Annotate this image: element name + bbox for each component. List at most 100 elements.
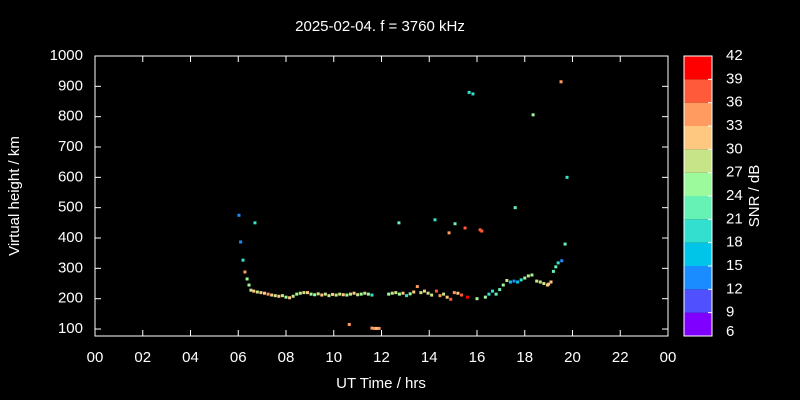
data-point — [401, 291, 405, 295]
data-point — [255, 290, 259, 294]
data-point — [280, 294, 284, 298]
data-point — [408, 292, 412, 296]
data-point — [535, 279, 539, 283]
data-point — [449, 297, 453, 301]
x-tick-label: 14 — [421, 349, 438, 366]
colorbar-tick-label: 6 — [726, 323, 734, 340]
data-point — [394, 291, 398, 295]
colorbar-block — [684, 196, 712, 220]
data-point — [554, 265, 558, 269]
data-point — [313, 293, 317, 297]
data-point — [551, 269, 555, 273]
colorbar-tick-label: 33 — [726, 117, 743, 134]
y-tick-label: 600 — [58, 168, 83, 185]
data-point — [519, 278, 523, 282]
colorbar-block — [684, 126, 712, 150]
y-tick-label: 500 — [58, 199, 83, 216]
data-point — [252, 289, 256, 293]
data-point — [363, 291, 367, 295]
data-point — [375, 326, 379, 330]
data-point — [412, 290, 416, 294]
x-tick-label: 06 — [230, 349, 247, 366]
colorbar-block — [684, 149, 712, 173]
data-point — [295, 292, 299, 296]
data-point — [348, 292, 352, 296]
data-point — [430, 293, 434, 297]
data-point — [356, 293, 360, 297]
data-point — [445, 295, 449, 299]
data-point — [475, 297, 479, 301]
data-point — [559, 80, 563, 84]
colorbar-tick-label: 42 — [726, 47, 743, 64]
colorbar-block — [684, 312, 712, 336]
data-point — [390, 291, 394, 295]
data-point — [405, 294, 409, 298]
data-point — [442, 292, 446, 296]
data-point — [467, 90, 471, 94]
data-point — [556, 261, 560, 265]
data-point — [370, 326, 374, 330]
data-point — [494, 292, 498, 296]
data-point — [538, 280, 542, 284]
x-tick-label: 16 — [469, 349, 486, 366]
data-point — [247, 283, 251, 287]
y-tick-label: 700 — [58, 138, 83, 155]
data-point — [370, 293, 374, 297]
x-tick-label: 08 — [278, 349, 295, 366]
data-point — [366, 292, 370, 296]
x-tick-label: 22 — [612, 349, 629, 366]
data-point — [422, 289, 426, 293]
data-point — [531, 113, 535, 117]
data-point — [291, 294, 295, 298]
data-point — [526, 274, 530, 278]
y-tick-label: 200 — [58, 290, 83, 307]
data-point — [512, 279, 516, 283]
data-point — [377, 326, 381, 330]
data-point — [463, 226, 467, 230]
data-point — [288, 296, 292, 300]
data-point — [487, 292, 491, 296]
data-point — [270, 293, 274, 297]
data-point — [243, 270, 247, 274]
colorbar-tick-label: 12 — [726, 280, 743, 297]
data-point — [542, 282, 546, 286]
data-point — [471, 92, 475, 96]
colorbar-tick-label: 18 — [726, 234, 743, 251]
data-point — [530, 273, 534, 277]
colorbar-block — [684, 242, 712, 266]
colorbar-block — [684, 266, 712, 290]
y-tick-label: 300 — [58, 259, 83, 276]
colorbar-tick-label: 15 — [726, 257, 743, 274]
data-point — [426, 291, 430, 295]
data-point — [447, 231, 451, 235]
data-point — [245, 277, 249, 281]
x-tick-label: 18 — [516, 349, 533, 366]
x-tick-label: 00 — [87, 349, 104, 366]
data-point — [284, 295, 288, 299]
data-point — [549, 280, 553, 284]
data-point — [359, 292, 363, 296]
colorbar-block — [684, 219, 712, 243]
data-point — [523, 276, 527, 280]
data-point — [547, 282, 551, 286]
data-point — [273, 294, 277, 298]
y-tick-label: 100 — [58, 320, 83, 337]
data-point — [239, 240, 243, 244]
data-point — [433, 218, 437, 222]
data-point — [438, 294, 442, 298]
data-point — [266, 292, 270, 296]
y-tick-label: 800 — [58, 108, 83, 125]
data-point — [434, 289, 438, 293]
x-axis-label: UT Time / hrs — [336, 375, 426, 392]
y-tick-label: 1000 — [50, 47, 83, 64]
data-point — [327, 294, 331, 298]
data-point — [516, 280, 520, 284]
data-point — [453, 222, 457, 226]
data-point — [478, 228, 482, 232]
data-point — [298, 291, 302, 295]
data-point — [459, 293, 463, 297]
data-point — [305, 291, 309, 295]
colorbar-tick-label: 36 — [726, 94, 743, 111]
data-point — [498, 288, 502, 292]
